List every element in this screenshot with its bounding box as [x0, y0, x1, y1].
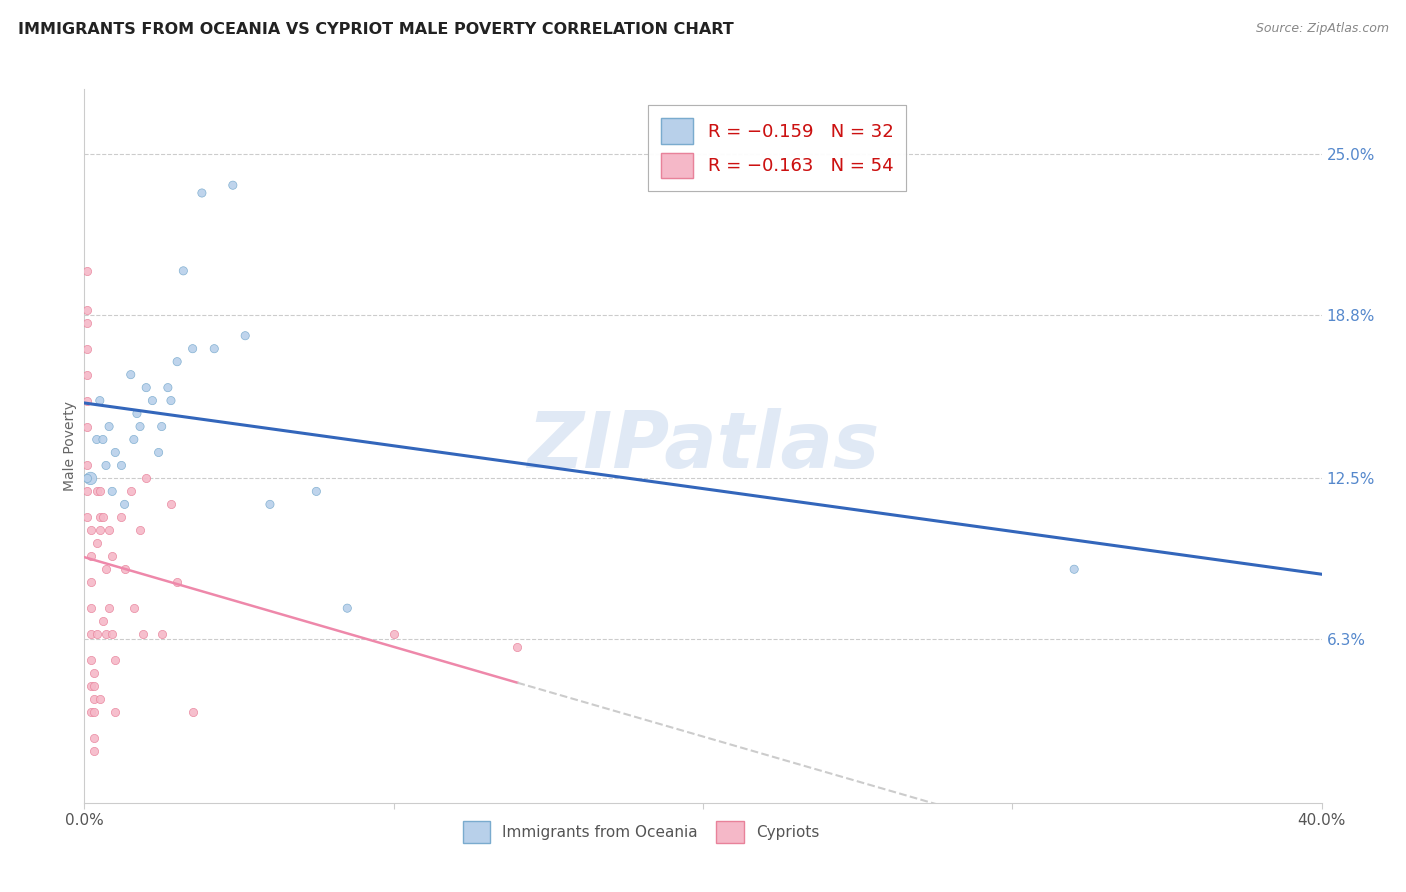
- Point: [114, 562, 136, 576]
- Point: [89, 524, 111, 538]
- Point: [76, 393, 98, 408]
- Point: [101, 484, 124, 499]
- Y-axis label: Male Poverty: Male Poverty: [63, 401, 77, 491]
- Point: [1063, 562, 1085, 576]
- Point: [94, 627, 117, 641]
- Point: [98, 601, 121, 615]
- Point: [91, 433, 114, 447]
- Point: [79, 549, 101, 564]
- Point: [506, 640, 529, 654]
- Point: [148, 445, 170, 459]
- Point: [76, 302, 98, 317]
- Point: [160, 393, 183, 408]
- Point: [114, 497, 136, 511]
- Point: [141, 393, 163, 408]
- Point: [181, 705, 204, 719]
- Point: [76, 316, 98, 330]
- Point: [76, 471, 98, 485]
- Point: [98, 419, 121, 434]
- Point: [181, 342, 204, 356]
- Point: [79, 575, 101, 590]
- Point: [79, 524, 101, 538]
- Point: [259, 497, 281, 511]
- Point: [79, 471, 101, 485]
- Point: [129, 524, 152, 538]
- Point: [172, 264, 194, 278]
- Point: [86, 536, 108, 550]
- Point: [191, 186, 214, 200]
- Point: [125, 407, 148, 421]
- Point: [91, 510, 114, 524]
- Point: [122, 601, 145, 615]
- Point: [305, 484, 328, 499]
- Point: [110, 510, 132, 524]
- Text: ZIPatlas: ZIPatlas: [527, 408, 879, 484]
- Legend: Immigrants from Oceania, Cypriots: Immigrants from Oceania, Cypriots: [457, 814, 825, 848]
- Point: [129, 419, 152, 434]
- Point: [86, 433, 108, 447]
- Point: [104, 705, 127, 719]
- Text: IMMIGRANTS FROM OCEANIA VS CYPRIOT MALE POVERTY CORRELATION CHART: IMMIGRANTS FROM OCEANIA VS CYPRIOT MALE …: [18, 22, 734, 37]
- Point: [89, 510, 111, 524]
- Point: [120, 484, 142, 499]
- Point: [76, 419, 98, 434]
- Point: [83, 679, 105, 693]
- Point: [382, 627, 405, 641]
- Point: [76, 510, 98, 524]
- Point: [83, 705, 105, 719]
- Point: [83, 692, 105, 706]
- Point: [89, 393, 111, 408]
- Point: [104, 653, 127, 667]
- Point: [222, 178, 245, 193]
- Text: Source: ZipAtlas.com: Source: ZipAtlas.com: [1256, 22, 1389, 36]
- Point: [94, 562, 117, 576]
- Point: [79, 601, 101, 615]
- Point: [110, 458, 132, 473]
- Point: [76, 484, 98, 499]
- Point: [83, 744, 105, 758]
- Point: [86, 627, 108, 641]
- Point: [166, 354, 188, 368]
- Point: [150, 419, 173, 434]
- Point: [76, 342, 98, 356]
- Point: [89, 692, 111, 706]
- Point: [76, 458, 98, 473]
- Point: [132, 627, 155, 641]
- Point: [202, 342, 225, 356]
- Point: [76, 368, 98, 382]
- Point: [135, 381, 157, 395]
- Point: [120, 368, 142, 382]
- Point: [79, 679, 101, 693]
- Point: [101, 627, 124, 641]
- Point: [122, 433, 145, 447]
- Point: [83, 731, 105, 745]
- Point: [79, 705, 101, 719]
- Point: [83, 666, 105, 681]
- Point: [156, 381, 179, 395]
- Point: [86, 484, 108, 499]
- Point: [101, 549, 124, 564]
- Point: [76, 264, 98, 278]
- Point: [166, 575, 188, 590]
- Point: [150, 627, 173, 641]
- Point: [98, 524, 121, 538]
- Point: [94, 458, 117, 473]
- Point: [79, 627, 101, 641]
- Point: [336, 601, 359, 615]
- Point: [104, 445, 127, 459]
- Point: [91, 614, 114, 628]
- Point: [89, 484, 111, 499]
- Point: [160, 497, 183, 511]
- Point: [135, 471, 157, 485]
- Point: [233, 328, 256, 343]
- Point: [79, 653, 101, 667]
